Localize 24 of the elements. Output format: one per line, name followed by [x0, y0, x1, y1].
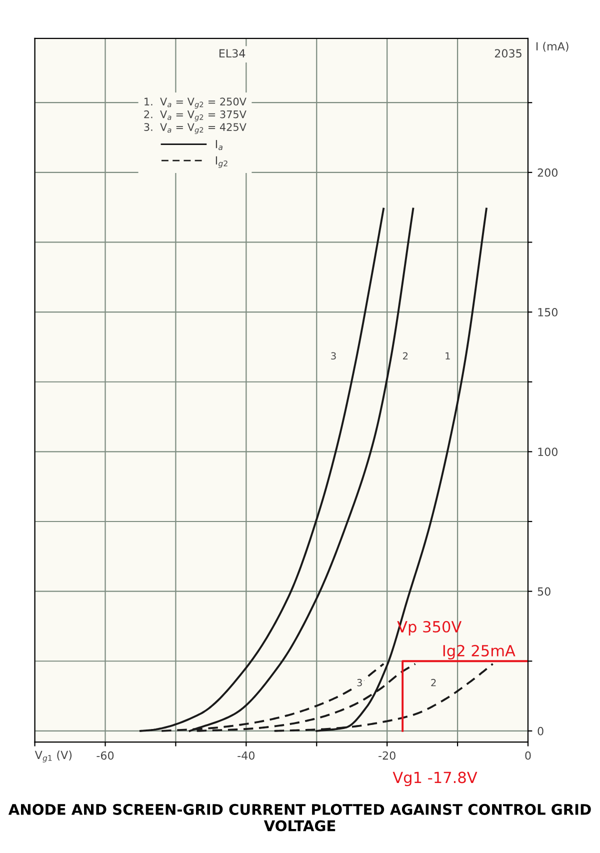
x-tick-label: 0 — [525, 751, 531, 760]
annotation: Ig2 25mA — [443, 644, 516, 660]
y-tick-label: 50 — [538, 587, 550, 596]
annotation: 3 — [331, 352, 336, 360]
annotation: 2035 — [494, 49, 522, 58]
text: 1. V$_{a}$ = V$_{g2}$ = 250V 2. V$_{a}$ = V$_{g2}$ = 375V 3. V$_{a}$ = V$_{g2}$ = 425V — [144, 98, 246, 134]
text: ANODE AND SCREEN-GRID CURRENT PLOTTED AGAINST CONTROL GRID VOLTAGE — [8, 804, 591, 832]
x-axis-title: V$_{g1}$ (V) — [34, 750, 72, 762]
x-tick-label: -40 — [238, 751, 255, 760]
y-tick-label: 200 — [538, 168, 558, 177]
annotation: I$_{g2}$ — [216, 156, 228, 168]
annotation: 1 — [446, 352, 450, 360]
annotation: 2 — [403, 352, 408, 360]
y-tick-label: 100 — [538, 448, 558, 456]
text: Vg1 -17.8V — [392, 772, 478, 786]
y-tick-label: 150 — [538, 308, 558, 316]
y-axis-title: I (mA) — [536, 42, 568, 52]
annotation: 2 — [431, 678, 436, 686]
x-tick-label: -60 — [96, 751, 114, 760]
y-tick-label: 0 — [538, 726, 544, 736]
annotation: I$_{a}$ — [216, 140, 222, 150]
annotation: EL34 — [219, 49, 246, 58]
x-tick-label: -20 — [378, 751, 396, 760]
annotation: 3 — [357, 678, 362, 686]
